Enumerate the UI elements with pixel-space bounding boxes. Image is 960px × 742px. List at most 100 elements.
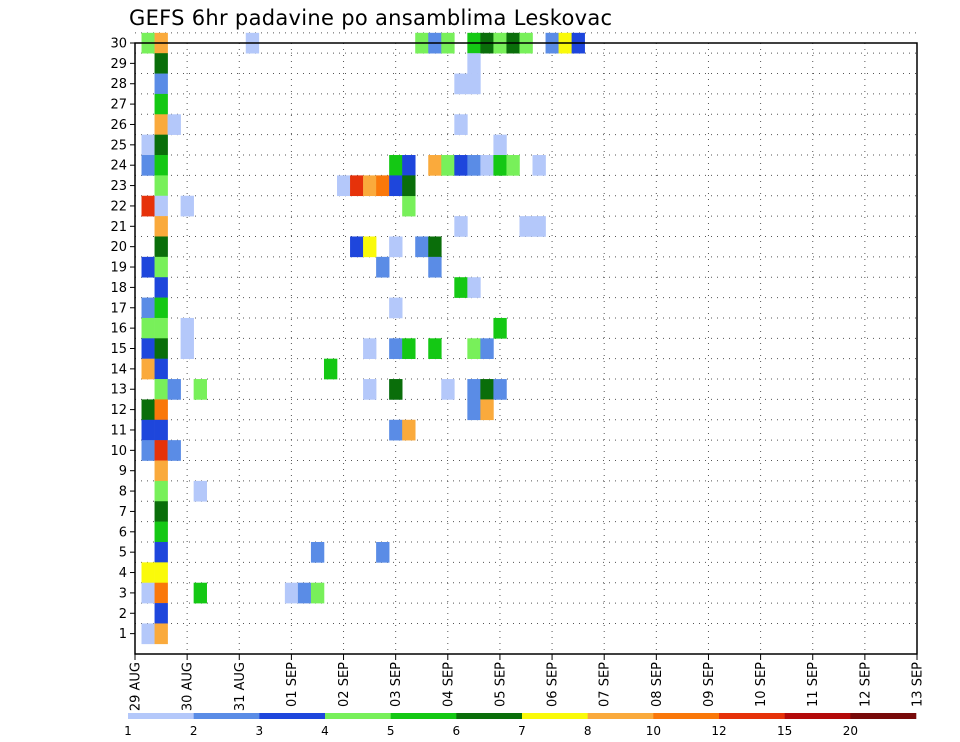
y-tick-label: 23: [110, 179, 127, 194]
heatmap-cell: [402, 419, 416, 441]
heatmap-cell: [467, 53, 481, 74]
colorbar-swatch: [653, 713, 720, 719]
colorbar-swatch: [325, 713, 391, 719]
heatmap-cell: [154, 317, 168, 339]
y-tick-label: 9: [119, 464, 127, 479]
y-tick-label: 3: [119, 586, 127, 601]
x-tick-label: 29 AUG: [129, 662, 144, 711]
y-tick-label: 16: [110, 322, 127, 337]
heatmap-cell: [193, 582, 207, 604]
heatmap-cell: [402, 338, 416, 359]
y-tick-label: 18: [110, 281, 127, 296]
heatmap-cell: [141, 399, 155, 421]
y-tick-label: 22: [110, 199, 127, 214]
colorbar-label: 10: [646, 724, 661, 738]
heatmap-cell: [154, 93, 168, 115]
heatmap-cell: [454, 277, 468, 298]
heatmap-cell: [467, 73, 481, 95]
y-tick-label: 5: [119, 546, 127, 561]
heatmap-cell: [154, 358, 168, 380]
heatmap-cell: [467, 399, 481, 421]
heatmap-cell: [141, 256, 155, 278]
colorbar: 1 2 3 4 5 6 7 8 10 12 15 20: [124, 713, 917, 738]
y-tick-label: 1: [119, 627, 127, 642]
y-tick-label: 13: [110, 383, 127, 398]
colorbar-label: 8: [584, 724, 592, 738]
heatmap-cell: [350, 236, 364, 258]
y-tick-label: 21: [110, 220, 127, 235]
heatmap-cell: [389, 236, 403, 258]
heatmap-cell: [141, 358, 155, 380]
heatmap-cell: [480, 155, 494, 176]
x-tick-label: 02 SEP: [337, 662, 352, 707]
heatmap-cell: [467, 338, 481, 359]
heatmap-cell: [480, 379, 494, 400]
y-tick-label: 28: [110, 77, 127, 92]
colorbar-swatch: [850, 713, 917, 719]
y-tick-label: 12: [110, 403, 127, 418]
colorbar-label: 1: [124, 724, 132, 738]
heatmap-cell: [193, 379, 207, 400]
colorbar-swatch: [193, 713, 260, 719]
heatmap-cell: [310, 541, 325, 563]
heatmap-cell: [441, 155, 455, 176]
heatmap-cell: [154, 582, 168, 604]
heatmap-cell: [180, 338, 194, 359]
heatmap-cell: [376, 175, 390, 197]
colorbar-swatch: [719, 713, 785, 719]
heatmap-cell: [467, 155, 481, 176]
colorbar-label: 20: [843, 724, 858, 738]
heatmap-cell: [493, 317, 507, 339]
heatmap-cell: [493, 134, 507, 156]
x-tick-label: 05 SEP: [493, 662, 508, 707]
y-tick-label: 29: [110, 57, 127, 72]
heatmap-cell: [167, 440, 181, 461]
heatmap-cell: [428, 236, 442, 258]
heatmap-cell: [363, 175, 377, 197]
y-tick-label: 7: [119, 505, 127, 520]
heatmap-cell: [167, 379, 181, 400]
heatmap-cell: [337, 175, 351, 197]
heatmap-cell: [154, 460, 168, 482]
chart-title: GEFS 6hr padavine po ansamblima Leskovac: [129, 6, 613, 30]
y-tick-label: 24: [110, 159, 127, 174]
heatmap-cell: [154, 419, 168, 441]
heatmap-cell: [389, 379, 403, 400]
heatmap-cell: [363, 236, 377, 258]
x-tick-label: 07 SEP: [598, 662, 613, 707]
heatmap-cell: [402, 195, 416, 217]
x-tick-label: 31 AUG: [233, 662, 248, 711]
heatmap-cell: [154, 155, 168, 176]
y-tick-label: 4: [119, 566, 127, 581]
colorbar-label: 2: [190, 724, 198, 738]
colorbar-label: 12: [711, 724, 726, 738]
x-tick-label: 01 SEP: [285, 662, 300, 707]
axes: 1234567891011121314151617181920212223242…: [110, 37, 925, 712]
colorbar-swatch: [522, 713, 588, 719]
heatmap-cell: [415, 236, 429, 258]
heatmap-cell: [154, 216, 168, 237]
heatmap-cell: [493, 155, 507, 176]
heatmap-cell: [180, 195, 194, 217]
y-tick-label: 27: [110, 98, 127, 113]
heatmap-cell: [467, 379, 481, 400]
heatmap-cell: [154, 562, 168, 584]
heatmap-cell: [454, 155, 468, 176]
y-tick-label: 30: [110, 37, 127, 52]
x-tick-label: 03 SEP: [389, 662, 404, 707]
heatmap-cell: [402, 155, 416, 176]
heatmap-cell: [506, 155, 520, 176]
heatmap-cell: [480, 338, 494, 359]
heatmap-cell: [154, 521, 168, 543]
heatmap-cell: [532, 216, 546, 237]
x-tick-label: 08 SEP: [650, 662, 665, 707]
colorbar-label: 3: [256, 724, 264, 738]
heatmap-cell: [428, 338, 442, 359]
heatmap-cell: [141, 134, 155, 156]
y-tick-label: 14: [110, 362, 127, 377]
heatmap-cell: [493, 379, 507, 400]
heatmap-cell: [454, 114, 468, 135]
heatmap-cell: [154, 379, 168, 400]
x-tick-label: 06 SEP: [546, 662, 561, 707]
heatmap-cell: [154, 338, 168, 359]
